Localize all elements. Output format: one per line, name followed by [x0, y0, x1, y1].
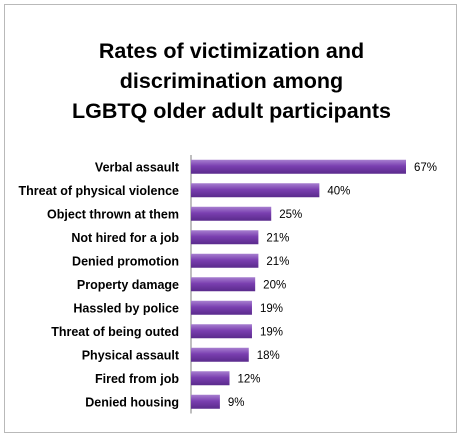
value-label: 12% — [238, 373, 261, 385]
bar — [191, 230, 259, 245]
bars-group: Verbal assault 67% Threat of physical viol… — [19, 159, 437, 409]
category-label: Threat of physical violence — [19, 184, 180, 198]
bar — [191, 159, 406, 174]
value-label: 21% — [266, 232, 289, 244]
bar — [191, 206, 272, 221]
category-label: Not hired for a job — [71, 231, 179, 245]
category-label: Verbal assault — [95, 160, 180, 174]
value-label: 9% — [228, 397, 245, 409]
bar — [191, 300, 252, 315]
value-label: 19% — [260, 303, 283, 315]
chart-title-line-1: Rates of victimization and — [98, 39, 365, 63]
category-label: Threat of being outed — [51, 325, 179, 339]
bar — [191, 253, 259, 268]
chart-title: Rates of victimization and discriminatio… — [0, 36, 463, 126]
category-label: Denied housing — [85, 395, 179, 409]
chart-title-line-3: LGBTQ older adult participants — [72, 99, 391, 123]
category-label: Property damage — [77, 278, 179, 292]
bar — [191, 324, 252, 339]
bar — [191, 277, 256, 292]
value-label: 18% — [257, 350, 280, 362]
category-label: Hassled by police — [73, 301, 179, 315]
value-label: 25% — [279, 209, 302, 221]
value-label: 40% — [327, 185, 350, 197]
category-label: Denied promotion — [72, 254, 179, 268]
value-label: 67% — [414, 162, 437, 174]
value-label: 19% — [260, 326, 283, 338]
category-label: Object thrown at them — [47, 207, 179, 221]
category-label: Physical assault — [82, 348, 180, 362]
bar — [191, 371, 230, 386]
bar — [191, 347, 249, 362]
bar — [191, 183, 320, 198]
chart-title-line-2: discrimination among — [119, 69, 344, 93]
value-label: 21% — [266, 256, 289, 268]
category-label: Fired from job — [95, 372, 179, 386]
bar — [191, 394, 220, 409]
value-label: 20% — [263, 279, 286, 291]
